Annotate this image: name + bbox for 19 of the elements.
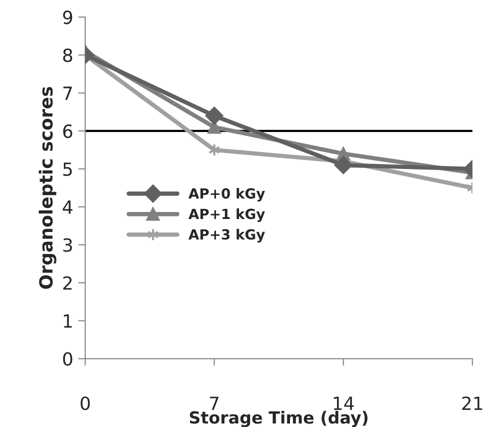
legend-label: AP+0 kGy xyxy=(188,188,265,202)
y-tick-label: 3 xyxy=(63,238,72,252)
y-axis-title: Organoleptic scores xyxy=(38,86,56,289)
y-tick-label: 8 xyxy=(63,48,72,62)
y-tick-label: 1 xyxy=(64,314,72,328)
y-tick-label: 7 xyxy=(63,86,72,100)
y-tick-label: 0 xyxy=(63,352,72,366)
x-tick-label: 21 xyxy=(462,396,482,410)
legend-label: AP+1 kGy xyxy=(188,208,265,222)
x-tick-label: 7 xyxy=(210,396,218,410)
y-tick-label: 4 xyxy=(62,200,72,214)
y-tick-label: 9 xyxy=(63,10,72,24)
legend-label: AP+3 kGy xyxy=(188,228,265,242)
x-tick-label: 14 xyxy=(334,396,354,410)
x-tick-label: 0 xyxy=(80,396,90,410)
x-axis-title: Storage Time (day) xyxy=(190,410,368,427)
y-tick-label: 6 xyxy=(63,124,72,138)
y-tick-label: 5 xyxy=(63,162,72,176)
y-tick-label: 2 xyxy=(63,276,72,290)
